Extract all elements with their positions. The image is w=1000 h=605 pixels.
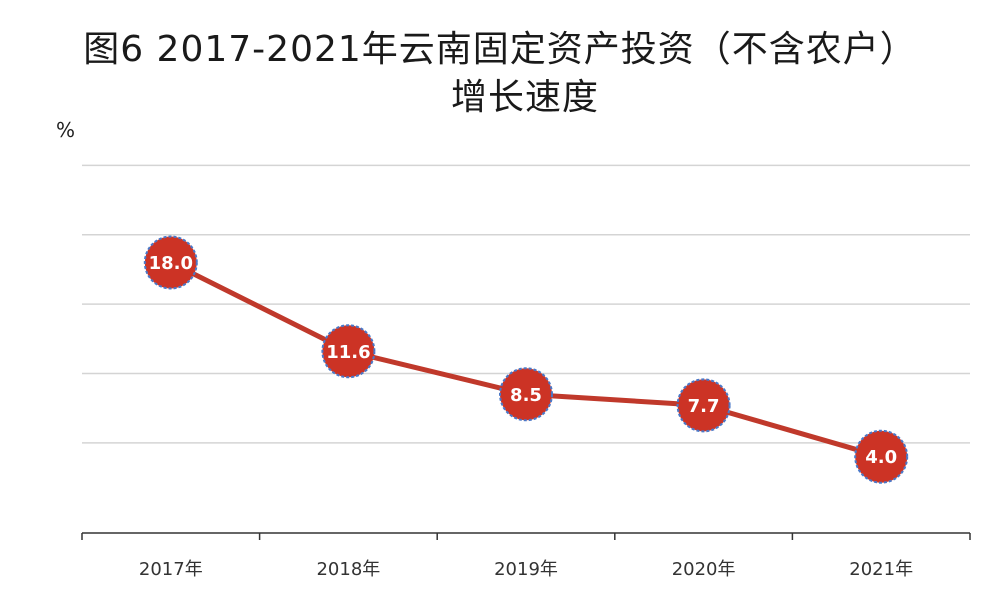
x-tick-label: 2019年	[494, 559, 558, 580]
data-point	[854, 429, 909, 484]
series-line	[169, 260, 882, 460]
data-label: 11.6	[326, 342, 370, 363]
data-label: 8.5	[510, 385, 542, 406]
x-tick-label: 2018年	[316, 559, 380, 580]
chart-subtitle: 增长速度	[450, 77, 599, 118]
data-point	[499, 367, 553, 422]
chart-title: 图6 2017-2021年云南固定资产投资（不含农户）	[83, 29, 917, 70]
data-point	[321, 324, 376, 379]
data-point	[143, 235, 198, 290]
x-tick-label: 2021年	[849, 559, 913, 580]
x-tick-label: 2017年	[139, 559, 203, 580]
data-label: 18.0	[149, 253, 193, 274]
data-label: 7.7	[688, 396, 720, 417]
data-label: 4.0	[865, 447, 897, 468]
y-axis-unit: %	[56, 118, 76, 142]
data-point	[676, 378, 731, 433]
x-tick-label: 2020年	[672, 559, 736, 580]
